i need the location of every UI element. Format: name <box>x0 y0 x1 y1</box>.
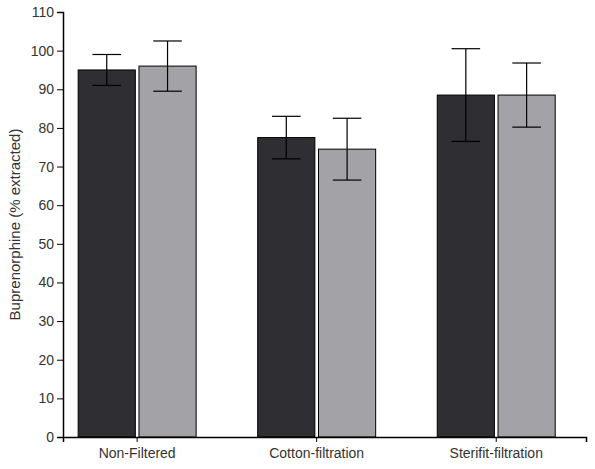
y-tick-label: 80 <box>38 120 54 136</box>
y-tick: 90 <box>38 81 63 97</box>
x-tick: Sterifit-filtration <box>450 437 543 461</box>
y-tick-mark <box>57 167 63 168</box>
error-line <box>286 116 287 158</box>
y-tick-label: 40 <box>38 274 54 290</box>
error-bar <box>333 118 362 180</box>
y-tick-label: 110 <box>32 4 55 20</box>
error-bar <box>452 49 481 142</box>
x-tick-mark <box>316 437 317 442</box>
y-tick: 20 <box>38 352 63 368</box>
error-line <box>346 118 347 180</box>
error-bar <box>153 41 182 91</box>
y-tick-mark <box>57 12 63 13</box>
error-line <box>106 55 107 86</box>
error-bar <box>92 55 121 86</box>
y-tick-mark <box>57 128 63 129</box>
series <box>139 41 555 437</box>
y-tick-mark <box>57 89 63 90</box>
error-cap <box>452 141 481 142</box>
bar <box>258 138 315 437</box>
error-cap <box>512 62 541 63</box>
error-cap <box>333 179 362 180</box>
error-cap <box>333 118 362 119</box>
error-cap <box>92 85 121 86</box>
y-axis: 0 10 20 30 40 50 60 70 80 90 100 110 <box>31 4 64 445</box>
y-tick-mark <box>57 321 63 322</box>
y-tick-label: 30 <box>38 313 54 329</box>
y-tick-label: 10 <box>38 390 54 406</box>
x-tick: Cotton-filtration <box>269 437 364 461</box>
error-cap <box>272 158 301 159</box>
error-cap <box>153 91 182 92</box>
bar <box>319 149 376 437</box>
error-cap <box>153 40 182 41</box>
error-bar <box>512 63 541 127</box>
y-tick-label: 50 <box>38 236 54 252</box>
series <box>78 49 494 437</box>
y-tick: 60 <box>38 197 63 213</box>
y-tick-label: 100 <box>31 43 55 59</box>
y-tick-mark <box>57 437 63 438</box>
y-tick-mark <box>57 360 63 361</box>
bar <box>498 95 555 437</box>
y-tick: 110 <box>32 4 63 20</box>
x-tick-mark <box>137 437 138 442</box>
plot-area <box>78 41 555 437</box>
x-tick: Non-Filtered <box>99 437 176 461</box>
x-axis-line <box>64 438 587 443</box>
y-tick-mark <box>57 398 63 399</box>
error-bar <box>272 116 301 158</box>
y-tick-label: 0 <box>46 429 54 445</box>
error-line <box>465 49 466 142</box>
error-cap <box>512 127 541 128</box>
y-tick: 30 <box>38 313 63 329</box>
y-tick-label: 90 <box>38 81 54 97</box>
y-tick-label: 70 <box>38 159 54 175</box>
bar <box>437 95 494 437</box>
y-tick: 80 <box>38 120 63 136</box>
y-tick: 50 <box>38 236 63 252</box>
y-axis-line <box>57 13 64 438</box>
error-line <box>167 41 168 91</box>
y-tick-label: 20 <box>38 352 54 368</box>
bar <box>78 70 135 437</box>
error-cap <box>452 48 481 49</box>
y-tick-mark <box>57 282 63 283</box>
bar <box>139 66 196 437</box>
chart: 0 10 20 30 40 50 60 70 80 90 100 110 Non-Filtered Cot… <box>0 0 595 469</box>
y-tick: 0 <box>46 429 63 445</box>
y-tick-mark <box>57 51 63 52</box>
y-tick: 10 <box>38 390 63 406</box>
x-tick-mark <box>496 437 497 442</box>
y-tick: 70 <box>38 159 63 175</box>
error-cap <box>92 54 121 55</box>
y-tick-label: 60 <box>38 197 54 213</box>
error-cap <box>272 116 301 117</box>
y-tick-mark <box>57 205 63 206</box>
x-axis: Non-Filtered Cotton-filtration Sterifit-fi… <box>64 437 587 461</box>
x-tick-label: Cotton-filtration <box>269 445 364 461</box>
y-axis-title: Buprenorphine (% extracted) <box>6 129 23 321</box>
x-tick-label: Sterifit-filtration <box>450 445 543 461</box>
y-tick-mark <box>57 244 63 245</box>
error-line <box>526 63 527 127</box>
y-tick: 100 <box>31 43 63 59</box>
x-tick-label: Non-Filtered <box>99 445 176 461</box>
y-tick: 40 <box>38 274 63 290</box>
